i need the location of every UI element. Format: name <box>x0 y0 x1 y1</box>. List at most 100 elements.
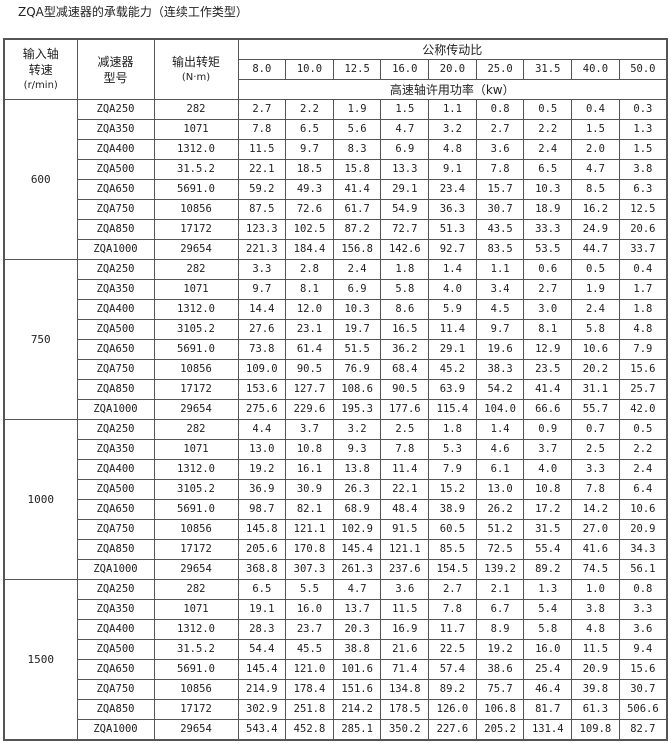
power-cell: 87.5 <box>237 199 287 220</box>
power-cell: 51.5 <box>332 339 382 360</box>
power-cell: 10.6 <box>571 339 620 360</box>
power-cell: 19.2 <box>475 639 525 660</box>
ratio-header: 40.0 <box>571 59 620 80</box>
power-cell: 177.6 <box>380 399 430 420</box>
speed-cell: 1000 <box>3 419 78 580</box>
table-row: ZQA500 3105.2 27.6 23.1 19.7 16.5 11.4 9.7 8.1 5.… <box>4 319 668 340</box>
power-cell: 227.6 <box>428 719 477 741</box>
power-cell: 8.5 <box>571 179 620 200</box>
torque-cell: 10856 <box>153 199 239 220</box>
power-cell: 16.0 <box>523 639 573 660</box>
power-cell: 3.4 <box>475 279 525 300</box>
power-cell: 12.5 <box>618 199 668 220</box>
header-line: 减速器 <box>97 54 134 69</box>
power-cell: 4.7 <box>332 579 382 600</box>
ratio-header: 31.5 <box>523 59 573 80</box>
power-header: 高速轴许用功率（kw） <box>237 79 668 100</box>
power-cell: 3.3 <box>571 459 620 480</box>
power-cell: 13.8 <box>332 459 382 480</box>
power-cell: 61.4 <box>285 339 334 360</box>
power-cell: 153.6 <box>237 379 287 400</box>
power-cell: 2.1 <box>475 579 525 600</box>
power-cell: 3.3 <box>237 259 287 280</box>
power-cell: 2.0 <box>571 139 620 160</box>
power-cell: 9.7 <box>237 279 287 300</box>
power-cell: 1.4 <box>428 259 477 280</box>
power-cell: 90.5 <box>380 379 430 400</box>
header-line: 型号 <box>103 70 128 85</box>
power-cell: 68.4 <box>380 359 430 380</box>
power-cell: 13.3 <box>380 159 430 180</box>
power-cell: 5.6 <box>332 119 382 140</box>
power-cell: 3.6 <box>475 139 525 160</box>
power-cell: 45.2 <box>428 359 477 380</box>
power-cell: 6.5 <box>285 119 334 140</box>
power-cell: 2.5 <box>380 419 430 440</box>
table-row: ZQA400 1312.0 11.5 9.7 8.3 6.9 4.8 3.6 2.4 2.0 1.5 <box>4 139 668 160</box>
power-cell: 4.8 <box>618 319 668 340</box>
power-cell: 17.2 <box>523 499 573 520</box>
torque-cell: 1312.0 <box>153 299 239 320</box>
power-cell: 13.0 <box>237 439 287 460</box>
table-row: ZQA850 17172 205.6 170.8 145.4 121.1 85.5 72.5 5… <box>4 539 668 560</box>
power-cell: 0.5 <box>618 419 668 440</box>
power-cell: 1.3 <box>618 119 668 140</box>
power-cell: 5.9 <box>428 299 477 320</box>
header-line: (N·m) <box>181 71 211 83</box>
power-cell: 3.7 <box>285 419 334 440</box>
power-cell: 29.1 <box>380 179 430 200</box>
power-cell: 2.7 <box>237 99 287 120</box>
power-cell: 3.0 <box>523 299 573 320</box>
torque-cell: 10856 <box>153 519 239 540</box>
power-cell: 307.3 <box>285 559 334 580</box>
power-cell: 61.7 <box>332 199 382 220</box>
torque-cell: 1071 <box>153 439 239 460</box>
power-cell: 89.2 <box>428 679 477 700</box>
power-cell: 42.0 <box>618 399 668 420</box>
model-cell: ZQA400 <box>76 139 155 160</box>
power-cell: 57.4 <box>428 659 477 680</box>
power-cell: 2.2 <box>523 119 573 140</box>
power-cell: 4.0 <box>523 459 573 480</box>
power-cell: 20.2 <box>571 359 620 380</box>
model-cell: ZQA850 <box>76 699 155 720</box>
table-row: ZQA400 1312.0 14.4 12.0 10.3 8.6 5.9 4.5 3.0 2.4 1… <box>4 299 668 320</box>
power-cell: 55.4 <box>523 539 573 560</box>
power-cell: 54.4 <box>237 639 287 660</box>
power-cell: 109.0 <box>237 359 287 380</box>
power-cell: 18.5 <box>285 159 334 180</box>
torque-cell: 10856 <box>153 679 239 700</box>
model-cell: ZQA350 <box>76 439 155 460</box>
power-cell: 25.4 <box>523 659 573 680</box>
power-cell: 20.9 <box>571 659 620 680</box>
power-cell: 2.2 <box>285 99 334 120</box>
power-cell: 71.4 <box>380 659 430 680</box>
power-cell: 2.5 <box>571 439 620 460</box>
power-cell: 45.5 <box>285 639 334 660</box>
power-cell: 15.8 <box>332 159 382 180</box>
power-cell: 368.8 <box>237 559 287 580</box>
torque-cell: 17172 <box>153 379 239 400</box>
speed-cell: 750 <box>3 259 78 420</box>
power-cell: 3.2 <box>332 419 382 440</box>
power-cell: 22.1 <box>380 479 430 500</box>
power-cell: 9.1 <box>428 159 477 180</box>
power-cell: 10.3 <box>523 179 573 200</box>
model-cell: ZQA400 <box>76 459 155 480</box>
power-cell: 237.6 <box>380 559 430 580</box>
power-cell: 36.3 <box>428 199 477 220</box>
table-row: ZQA650 5691.0 59.2 49.3 41.4 29.1 23.4 15.7 10.3… <box>4 179 668 200</box>
power-cell: 74.5 <box>571 559 620 580</box>
power-cell: 142.6 <box>380 239 430 260</box>
model-cell: ZQA750 <box>76 679 155 700</box>
power-cell: 5.8 <box>380 279 430 300</box>
power-cell: 82.1 <box>285 499 334 520</box>
power-cell: 108.6 <box>332 379 382 400</box>
torque-cell: 282 <box>153 99 239 120</box>
power-cell: 11.5 <box>237 139 287 160</box>
power-cell: 10.8 <box>523 479 573 500</box>
power-cell: 54.2 <box>475 379 525 400</box>
power-cell: 2.7 <box>523 279 573 300</box>
model-cell: ZQA1000 <box>76 399 155 420</box>
power-cell: 20.9 <box>618 519 668 540</box>
